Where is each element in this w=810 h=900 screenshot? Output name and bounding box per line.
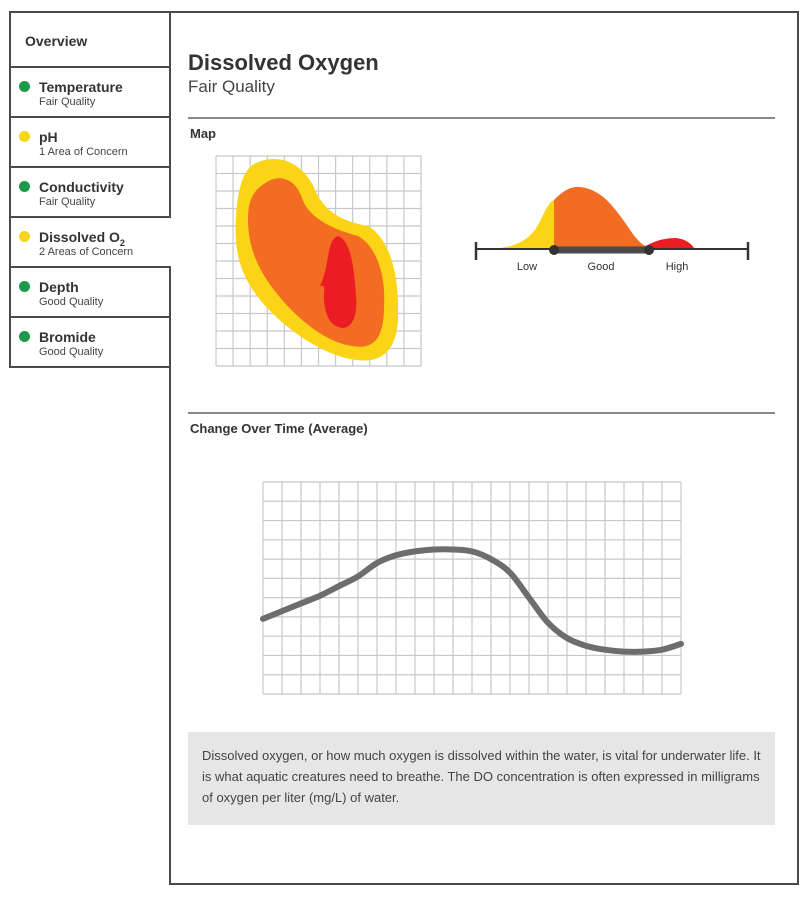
sidebar-item-subtitle: 2 Areas of Concern [39,246,134,258]
sidebar-item-overview[interactable]: Overview [11,13,169,68]
sidebar-item-title-text: Dissolved O [39,229,120,245]
distribution-scale: Low Good High [474,186,750,273]
status-dot-icon [19,331,30,342]
description-text: Dissolved oxygen, or how much oxygen is … [202,748,761,805]
sidebar-item-ph[interactable]: pH 1 Area of Concern [11,118,169,168]
divider [188,412,775,414]
sidebar-item-bromide[interactable]: Bromide Good Quality [11,318,169,366]
scale-label-high: High [666,261,689,273]
status-dot-icon [19,81,30,92]
scale-label-good: Good [588,261,615,273]
chart-grid [262,481,682,695]
sidebar-item-temperature[interactable]: Temperature Fair Quality [11,68,169,118]
page-subtitle: Fair Quality [188,77,275,96]
sidebar-item-title: Depth [39,279,79,295]
description-box: Dissolved oxygen, or how much oxygen is … [188,732,775,825]
sidebar-item-conductivity[interactable]: Conductivity Fair Quality [11,168,169,218]
sidebar-item-title: Dissolved O2 [39,229,125,248]
good-range-end-marker [644,245,654,255]
good-range-start-marker [549,245,559,255]
status-dot-icon [19,131,30,142]
status-dot-icon [19,281,30,292]
status-dot-icon [19,181,30,192]
sidebar-item-subtitle: 1 Area of Concern [39,146,128,158]
map-zone-red [320,236,357,328]
sidebar-overview-label: Overview [25,33,88,49]
change-section-label: Change Over Time (Average) [190,421,368,436]
distribution-zone-yellow [500,200,554,248]
subscript-two: 2 [119,237,125,248]
page-title: Dissolved Oxygen [188,50,379,75]
sidebar-item-title: Conductivity [39,179,124,195]
status-dot-icon [19,231,30,242]
sidebar: Overview Temperature Fair Quality pH 1 A… [9,11,171,368]
sidebar-item-title: Temperature [39,79,123,95]
series-line [260,546,684,655]
sidebar-item-dissolved-oxygen[interactable]: Dissolved O2 2 Areas of Concern [11,218,171,268]
sidebar-item-title: pH [39,129,58,145]
scale-label-low: Low [517,261,537,273]
change-over-time-chart [260,481,684,695]
divider [188,117,775,119]
water-quality-map [215,155,422,367]
sidebar-item-depth[interactable]: Depth Good Quality [11,268,169,318]
sidebar-item-title: Bromide [39,329,96,345]
sidebar-item-subtitle: Good Quality [39,296,104,308]
sidebar-item-subtitle: Good Quality [39,346,104,358]
distribution-zone-red [646,238,694,248]
sidebar-item-subtitle: Fair Quality [39,96,96,108]
distribution-zone-orange [554,186,650,248]
sidebar-item-subtitle: Fair Quality [39,196,96,208]
map-section-label: Map [190,126,216,141]
